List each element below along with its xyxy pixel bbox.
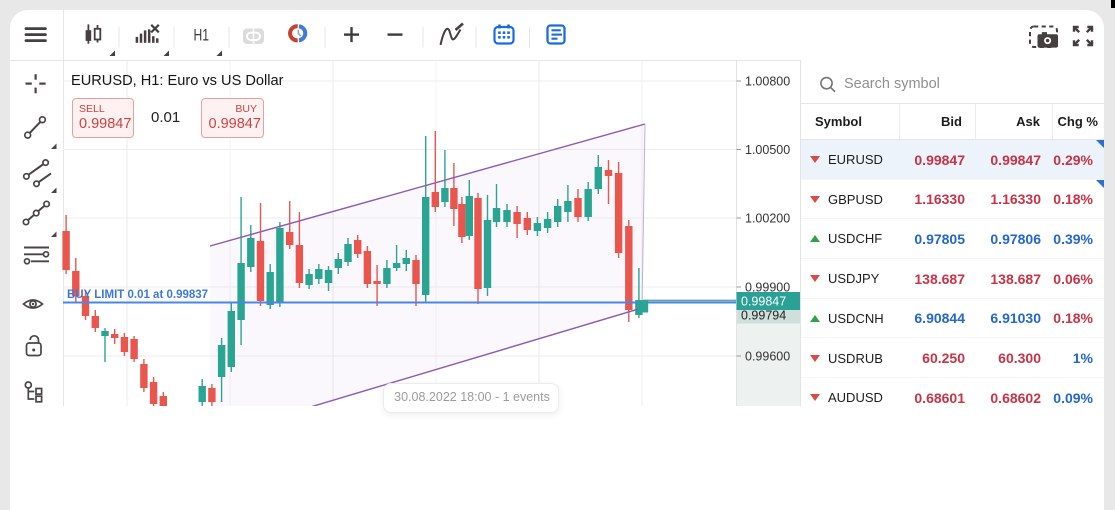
- svg-text:0.99600: 0.99600: [745, 350, 790, 364]
- svg-text:BUY LIMIT 0.01 at 0.99837: BUY LIMIT 0.01 at 0.99837: [67, 289, 208, 301]
- svg-text:1.00800: 1.00800: [745, 75, 790, 89]
- svg-text:H1: H1: [194, 26, 210, 45]
- svg-text:1.00200: 1.00200: [745, 212, 790, 226]
- svg-text:1.00500: 1.00500: [745, 143, 790, 157]
- svg-text:0.99847: 0.99847: [741, 295, 786, 309]
- svg-text:0.99794: 0.99794: [741, 309, 786, 323]
- svg-text:0.99900: 0.99900: [745, 281, 790, 295]
- svg-text:EURUSD, H1: Euro vs US Dollar: EURUSD, H1: Euro vs US Dollar: [71, 73, 284, 89]
